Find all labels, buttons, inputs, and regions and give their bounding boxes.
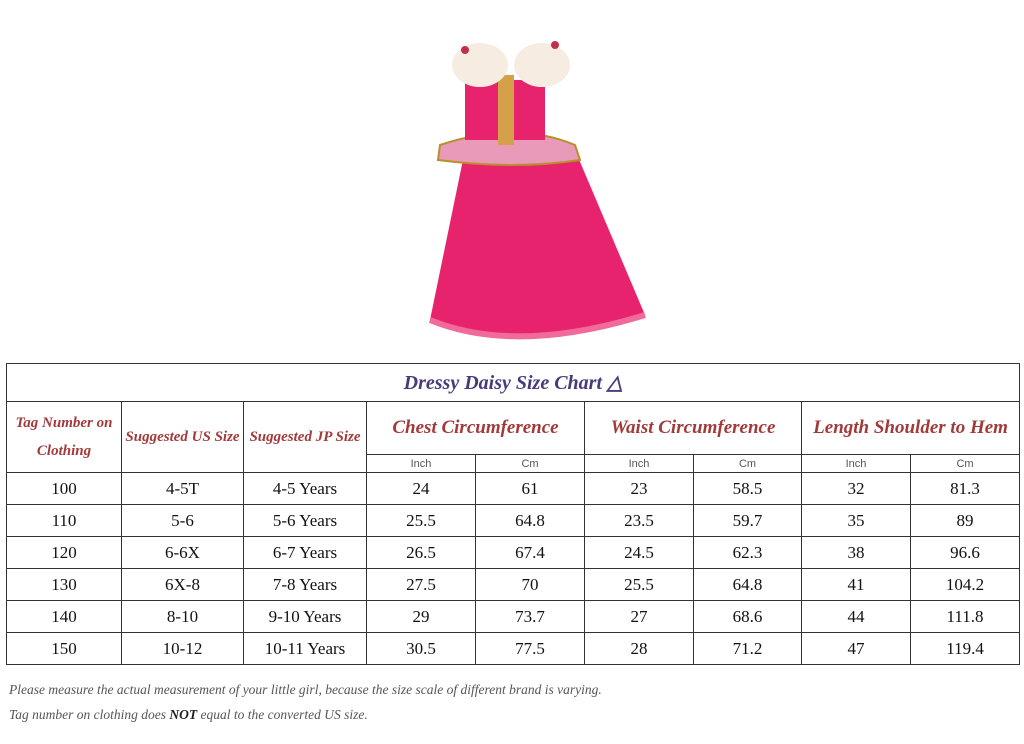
unit-cm: Cm bbox=[909, 454, 1021, 473]
table-cell: 26.5 bbox=[366, 536, 476, 569]
table-cell: 100 bbox=[6, 472, 122, 505]
table-cell: 6-7 Years bbox=[243, 536, 367, 569]
table-cell: 24 bbox=[366, 472, 476, 505]
dress-icon: △ bbox=[607, 372, 623, 394]
table-cell: 59.7 bbox=[693, 504, 802, 537]
table-cell: 25.5 bbox=[366, 504, 476, 537]
table-cell: 4-5 Years bbox=[243, 472, 367, 505]
product-image-dress bbox=[428, 41, 646, 340]
table-row: 110 5-6 5-6 Years 25.5 64.8 23.5 59.7 35 89 bbox=[6, 504, 1021, 537]
unit-cm: Cm bbox=[693, 454, 802, 473]
table-cell: 7-8 Years bbox=[243, 568, 367, 601]
table-row: 150 10-12 10-11 Years 30.5 77.5 28 71.2 47 119.4 bbox=[6, 632, 1021, 665]
header-waist: Waist Circumference bbox=[584, 401, 802, 455]
table-cell: 119.4 bbox=[909, 632, 1021, 665]
table-cell: 38 bbox=[801, 536, 911, 569]
table-cell: 41 bbox=[801, 568, 911, 601]
table-row: 100 4-5T 4-5 Years 24 61 23 58.5 32 81.3 bbox=[6, 472, 1021, 505]
table-cell: 64.8 bbox=[693, 568, 802, 601]
table-cell: 32 bbox=[801, 472, 911, 505]
table-cell: 150 bbox=[6, 632, 122, 665]
table-cell: 8-10 bbox=[121, 600, 244, 633]
chart-title: Dressy Daisy Size Chart △ bbox=[5, 363, 1021, 402]
table-cell: 62.3 bbox=[693, 536, 802, 569]
table-cell: 6X-8 bbox=[121, 568, 244, 601]
table-cell: 96.6 bbox=[909, 536, 1021, 569]
table-cell: 140 bbox=[6, 600, 122, 633]
table-cell: 27 bbox=[584, 600, 694, 633]
table-row: 130 6X-8 7-8 Years 27.5 70 25.5 64.8 41 104.2 bbox=[6, 568, 1021, 601]
unit-inch: Inch bbox=[366, 454, 476, 473]
table-cell: 120 bbox=[6, 536, 122, 569]
note-text: equal to the converted US size. bbox=[197, 707, 368, 722]
unit-inch: Inch bbox=[801, 454, 911, 473]
table-cell: 6-6X bbox=[121, 536, 244, 569]
note-tag: Tag number on clothing does NOT equal to… bbox=[9, 707, 368, 723]
table-row: 120 6-6X 6-7 Years 26.5 67.4 24.5 62.3 38 96.6 bbox=[6, 536, 1021, 569]
table-cell: 81.3 bbox=[909, 472, 1021, 505]
table-cell: 25.5 bbox=[584, 568, 694, 601]
header-jp-size: Suggested JP Size bbox=[243, 401, 367, 473]
note-measure: Please measure the actual measurement of… bbox=[9, 682, 602, 697]
header-us-size: Suggested US Size bbox=[121, 401, 244, 473]
header-tag-number: Tag Number on Clothing bbox=[6, 401, 122, 473]
table-cell: 70 bbox=[475, 568, 585, 601]
size-chart-table: Dressy Daisy Size Chart △ Tag Number on … bbox=[5, 363, 1021, 665]
note-text: Tag number on clothing does bbox=[9, 707, 170, 722]
table-cell: 28 bbox=[584, 632, 694, 665]
table-cell: 89 bbox=[909, 504, 1021, 537]
table-cell: 58.5 bbox=[693, 472, 802, 505]
header-chest: Chest Circumference bbox=[366, 401, 585, 455]
table-row: 140 8-10 9-10 Years 29 73.7 27 68.6 44 111.8 bbox=[6, 600, 1021, 633]
table-cell: 29 bbox=[366, 600, 476, 633]
table-cell: 10-11 Years bbox=[243, 632, 367, 665]
table-cell: 4-5T bbox=[121, 472, 244, 505]
table-cell: 61 bbox=[475, 472, 585, 505]
table-cell: 30.5 bbox=[366, 632, 476, 665]
table-cell: 73.7 bbox=[475, 600, 585, 633]
table-cell: 10-12 bbox=[121, 632, 244, 665]
header-length: Length Shoulder to Hem bbox=[800, 401, 1021, 455]
table-cell: 71.2 bbox=[693, 632, 802, 665]
table-cell: 77.5 bbox=[475, 632, 585, 665]
table-cell: 9-10 Years bbox=[243, 600, 367, 633]
table-cell: 35 bbox=[801, 504, 911, 537]
note-emphasis: NOT bbox=[169, 707, 198, 722]
table-cell: 64.8 bbox=[475, 504, 585, 537]
table-cell: 110 bbox=[6, 504, 122, 537]
table-cell: 67.4 bbox=[475, 536, 585, 569]
table-cell: 130 bbox=[6, 568, 122, 601]
table-cell: 23 bbox=[584, 472, 694, 505]
table-cell: 24.5 bbox=[584, 536, 694, 569]
table-cell: 5-6 Years bbox=[243, 504, 367, 537]
table-cell: 27.5 bbox=[366, 568, 476, 601]
table-cell: 47 bbox=[801, 632, 911, 665]
table-cell: 104.2 bbox=[909, 568, 1021, 601]
table-cell: 111.8 bbox=[909, 600, 1021, 633]
table-cell: 68.6 bbox=[693, 600, 802, 633]
table-cell: 23.5 bbox=[584, 504, 694, 537]
table-cell: 44 bbox=[801, 600, 911, 633]
unit-inch: Inch bbox=[584, 454, 694, 473]
unit-cm: Cm bbox=[475, 454, 585, 473]
table-cell: 5-6 bbox=[121, 504, 244, 537]
